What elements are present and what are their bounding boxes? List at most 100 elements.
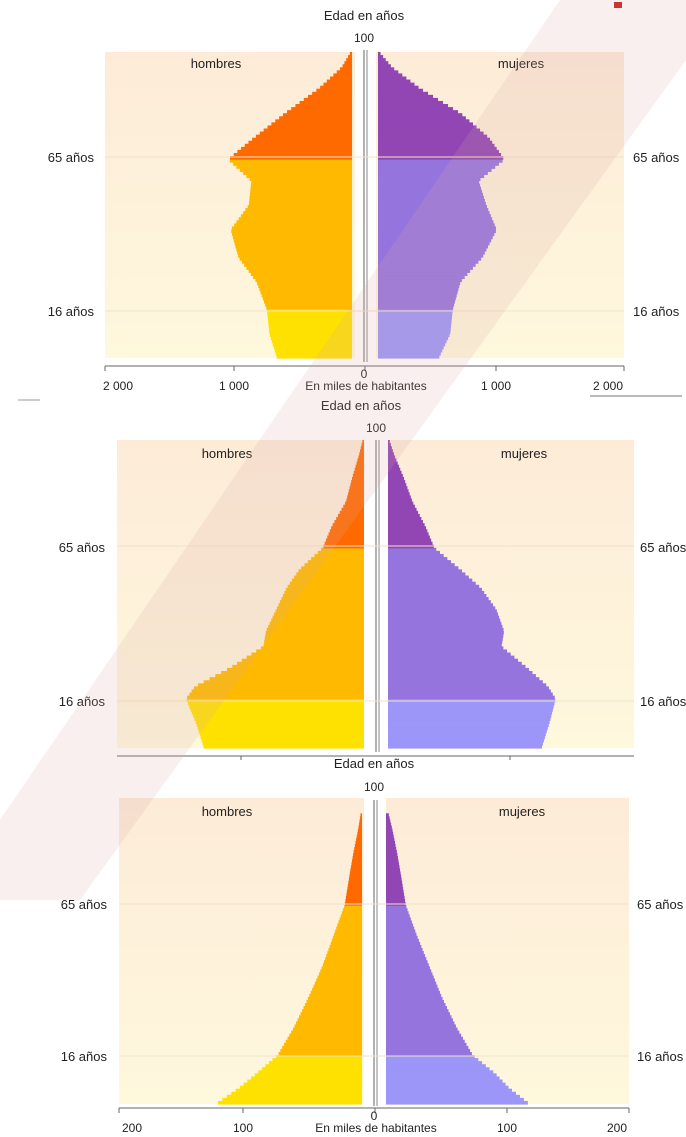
pyramid-3-male-bar-age-9 (254, 1073, 362, 1078)
pyramid-2-female-bar-age-52 (388, 584, 480, 589)
pyramid-3-male-bar-age-35 (309, 993, 362, 998)
pyramid-1-female-bar-age-48 (378, 208, 489, 212)
pyramid-2-male-bar-age-49 (282, 594, 364, 598)
pyramid-2-female-bar-age-3 (388, 735, 545, 740)
pyramid-2-male-bar-age-44 (275, 609, 364, 614)
pyramid-1-male-bar-age-75 (267, 125, 352, 130)
pyramid-1-male-bar-age-61 (239, 168, 352, 172)
pyramid-3-male-bar-age-20 (285, 1039, 362, 1044)
pyramid-2-male-bar-age-51 (285, 587, 364, 592)
pyramid-2-female-bar-age-27 (388, 661, 522, 666)
pyramid-3-female-bar-age-2 (386, 1094, 520, 1099)
pyramid-1-female-bar-age-64 (378, 159, 503, 163)
pyramid-1-female-bar-age-92 (378, 73, 403, 78)
pyramid-3-female-bar-age-41 (386, 975, 434, 980)
pyramid-3-male-bar-age-5 (239, 1085, 362, 1090)
pyramid-1-male-bar-age-89 (323, 82, 352, 87)
pyramid-1-female-bar-age-90 (378, 79, 411, 84)
pyramid-3-male-bar-age-73 (348, 877, 362, 882)
pyramid-3-female-bar-age-73 (386, 877, 402, 882)
pyramid-3-male-bar-age-18 (282, 1045, 362, 1050)
pyramid-2-female-bar-age-58 (388, 566, 459, 570)
pyramid-3-female-bar-age-81 (386, 853, 398, 857)
pyramid-2-male-bar-age-98 (361, 443, 364, 447)
pyramid-1-female-bar-age-98 (378, 55, 384, 59)
pyramid-3-male-bar-age-61 (340, 914, 362, 918)
pyramid-3-male-bar-age-42 (318, 972, 362, 977)
pyramid-1-female-bar-age-26 (378, 275, 465, 280)
pyramid-3-male-bar-age-32 (304, 1003, 362, 1007)
pyramid-1-male-bar-age-40 (232, 232, 352, 237)
pyramid-3-female-bar-age-85 (386, 840, 395, 845)
pyramid-2-male-bar-age-53 (289, 581, 364, 586)
pyramid-3-age-label-65-left: 65 años (61, 897, 108, 912)
pyramid-2-male-bar-age-63 (317, 550, 364, 555)
pyramid-1-male-bar-age-28 (248, 269, 352, 273)
pyramid-1-female-bar-age-47 (378, 211, 490, 215)
pyramid-3-female-bar-age-10 (386, 1070, 494, 1074)
pyramid-3-female-bar-age-51 (386, 944, 422, 949)
pyramid-2-female-bar-age-53 (388, 581, 476, 586)
pyramid-1-male-bar-age-97 (346, 58, 352, 62)
pyramid-1-female-bar-age-31 (378, 260, 479, 264)
pyramid-2-male-bar-age-93 (357, 458, 364, 463)
pyramid-1-male-bar-age-93 (336, 70, 352, 75)
pyramid-2-title: Edad en años (321, 398, 402, 413)
pyramid-3-female-bar-age-58 (386, 923, 414, 928)
pyramid-1-age-label-65-left: 65 años (48, 150, 95, 165)
pyramid-3-female-bar-age-75 (386, 871, 401, 876)
pyramid-2-female-bar-age-16 (388, 695, 555, 700)
pyramid-1-female-bar-age-12 (378, 318, 452, 322)
pyramid-1-female-bar-age-65 (378, 156, 504, 160)
pyramid-1-male-bar-age-88 (320, 85, 352, 90)
pyramid-1-female-bar-age-78 (378, 116, 466, 120)
pyramid-2-female-bar-age-78 (388, 504, 415, 509)
pyramid-3-female-bar-age-40 (386, 978, 435, 983)
pyramid-3-female-bar-age-89 (386, 828, 393, 833)
pyramid-2-male-bar-age-7 (196, 723, 364, 728)
pyramid-2-male-bar-age-39 (268, 624, 364, 629)
pyramid-1-male-bar-age-86 (312, 91, 352, 96)
pyramid-1-female-bar-age-52 (378, 195, 484, 200)
pyramid-2-female-bar-age-82 (388, 492, 410, 497)
pyramid-1-female-bar-age-99 (378, 52, 381, 56)
pyramid-2-male-bar-age-86 (351, 480, 364, 484)
pyramid-2-female-bar-age-45 (388, 606, 496, 610)
pyramid-1-female-bar-age-36 (378, 244, 489, 249)
pyramid-1-female-bar-age-57 (378, 180, 480, 185)
pyramid-2-male-bar-age-2 (201, 738, 364, 743)
pyramid-3-male-bar-age-80 (352, 856, 362, 860)
pyramid-2-female-bar-age-80 (388, 498, 412, 503)
pyramid-2-male-bar-age-79 (345, 501, 364, 506)
pyramid-3-male-bar-age-46 (323, 960, 362, 964)
pyramid-3-female-bar-age-14 (386, 1058, 479, 1062)
pyramid-1-male-bar-age-81 (291, 107, 352, 111)
pyramid-1-female-bar-age-79 (378, 113, 463, 117)
pyramid-1-male-bar-age-33 (238, 253, 352, 258)
pyramid-2-male-bar-age-45 (277, 606, 364, 610)
pyramid-2-male-bar-age-83 (348, 489, 364, 493)
pyramid-2-female-bar-age-20 (388, 683, 547, 687)
pyramid-1-female-bar-age-14 (378, 312, 453, 316)
corner-logo-mark (614, 2, 622, 8)
pyramid-1-female-bar-age-51 (378, 198, 485, 203)
pyramid-1-female-bar-age-17 (378, 302, 455, 307)
pyramid-2-male-bar-age-91 (355, 464, 364, 469)
pyramid-1-female-bar-age-56 (378, 183, 481, 188)
pyramid-3-female-bar-age-90 (386, 825, 392, 830)
pyramid-1-male-bar-age-13 (267, 315, 352, 319)
pyramid-2-female-bar-age-39 (388, 624, 503, 629)
pyramid-2-male-bar-age-57 (298, 569, 364, 574)
pyramid-3-female-bar-age-9 (386, 1073, 497, 1078)
pyramid-2-female-bar-age-0 (388, 744, 542, 749)
pyramid-3-female-bar-age-16 (386, 1051, 472, 1056)
pyramid-3-male-bar-age-68 (346, 892, 362, 897)
pyramid-3-female-bar-age-79 (386, 859, 399, 863)
pyramid-2-male-bar-age-69 (328, 532, 364, 537)
pyramid-2-female-bar-age-4 (388, 732, 546, 737)
pyramid-2-male-bar-age-28 (241, 658, 364, 663)
pyramid-2-female-bar-age-73 (388, 520, 423, 524)
pyramid-2-female-bar-age-32 (388, 646, 504, 651)
pyramid-2-male-bar-age-32 (260, 646, 364, 651)
